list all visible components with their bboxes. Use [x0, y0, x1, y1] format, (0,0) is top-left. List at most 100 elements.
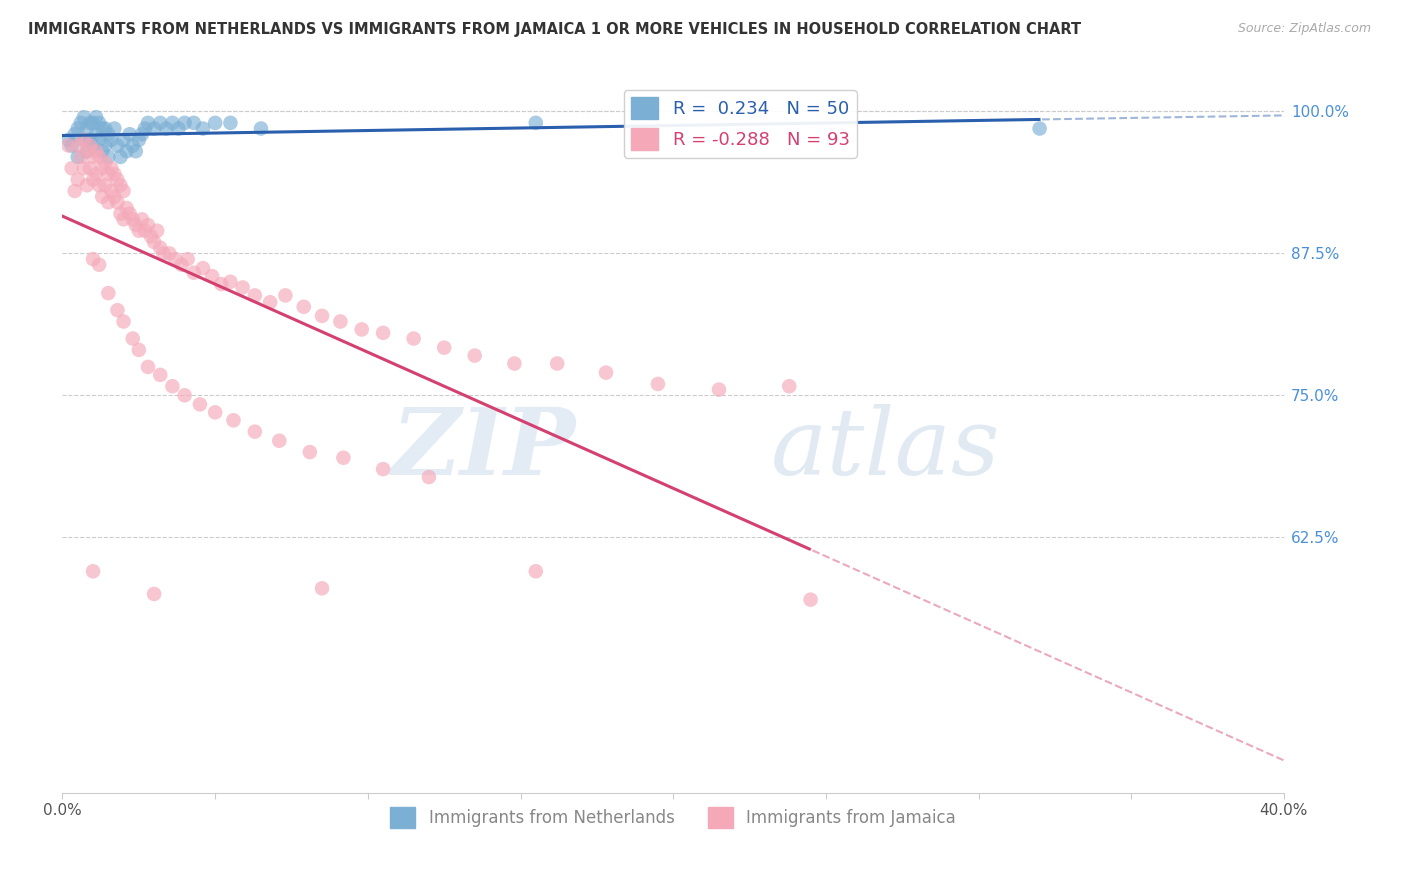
- Point: [332, 450, 354, 465]
- Point: [79, 133, 101, 147]
- Point: [79, 138, 101, 153]
- Point: [107, 172, 129, 186]
- Point: [107, 195, 129, 210]
- Point: [162, 116, 184, 130]
- Point: [82, 150, 104, 164]
- Point: [91, 189, 114, 203]
- Point: [58, 138, 80, 153]
- Point: [58, 133, 80, 147]
- Point: [418, 470, 440, 484]
- Point: [134, 121, 156, 136]
- Point: [73, 110, 96, 124]
- Point: [89, 116, 111, 130]
- Point: [79, 161, 101, 176]
- Point: [118, 127, 141, 141]
- Point: [219, 275, 242, 289]
- Point: [89, 150, 111, 164]
- Point: [94, 121, 117, 136]
- Text: atlas: atlas: [770, 404, 1001, 494]
- Point: [350, 322, 373, 336]
- Point: [162, 379, 184, 393]
- Point: [311, 582, 333, 596]
- Point: [112, 212, 135, 227]
- Point: [84, 167, 107, 181]
- Point: [84, 145, 107, 159]
- Point: [128, 133, 150, 147]
- Point: [89, 178, 111, 193]
- Point: [149, 241, 172, 255]
- Point: [157, 246, 180, 260]
- Point: [66, 172, 89, 186]
- Point: [155, 121, 177, 136]
- Point: [76, 145, 98, 159]
- Point: [464, 349, 486, 363]
- Point: [183, 266, 205, 280]
- Point: [73, 133, 96, 147]
- Point: [79, 116, 101, 130]
- Point: [183, 116, 205, 130]
- Point: [165, 252, 187, 266]
- Point: [73, 161, 96, 176]
- Point: [76, 145, 98, 159]
- Point: [107, 138, 129, 153]
- Point: [131, 127, 153, 141]
- Point: [188, 397, 211, 411]
- Point: [115, 145, 138, 159]
- Point: [329, 314, 352, 328]
- Point: [143, 121, 166, 136]
- Text: IMMIGRANTS FROM NETHERLANDS VS IMMIGRANTS FROM JAMAICA 1 OR MORE VEHICLES IN HOU: IMMIGRANTS FROM NETHERLANDS VS IMMIGRANT…: [28, 22, 1081, 37]
- Point: [546, 357, 568, 371]
- Point: [82, 252, 104, 266]
- Point: [298, 445, 321, 459]
- Point: [73, 133, 96, 147]
- Point: [94, 178, 117, 193]
- Point: [63, 184, 86, 198]
- Point: [136, 218, 159, 232]
- Point: [136, 116, 159, 130]
- Point: [69, 116, 91, 130]
- Point: [91, 145, 114, 159]
- Point: [131, 212, 153, 227]
- Point: [60, 138, 83, 153]
- Point: [110, 178, 132, 193]
- Point: [173, 116, 195, 130]
- Point: [100, 184, 122, 198]
- Point: [243, 288, 266, 302]
- Point: [524, 564, 547, 578]
- Point: [121, 138, 143, 153]
- Point: [292, 300, 315, 314]
- Point: [82, 172, 104, 186]
- Point: [707, 383, 730, 397]
- Point: [82, 564, 104, 578]
- Point: [84, 110, 107, 124]
- Point: [100, 161, 122, 176]
- Point: [82, 116, 104, 130]
- Point: [118, 207, 141, 221]
- Point: [128, 343, 150, 357]
- Point: [191, 261, 214, 276]
- Point: [128, 224, 150, 238]
- Point: [524, 116, 547, 130]
- Point: [94, 155, 117, 169]
- Point: [103, 189, 125, 203]
- Point: [84, 127, 107, 141]
- Point: [76, 121, 98, 136]
- Point: [201, 269, 224, 284]
- Point: [371, 462, 394, 476]
- Point: [66, 121, 89, 136]
- Legend: Immigrants from Netherlands, Immigrants from Jamaica: Immigrants from Netherlands, Immigrants …: [384, 801, 963, 834]
- Point: [173, 388, 195, 402]
- Point: [97, 195, 120, 210]
- Point: [110, 207, 132, 221]
- Point: [259, 295, 281, 310]
- Point: [152, 246, 174, 260]
- Point: [66, 150, 89, 164]
- Point: [232, 280, 254, 294]
- Point: [63, 127, 86, 141]
- Point: [149, 116, 172, 130]
- Point: [112, 314, 135, 328]
- Point: [91, 161, 114, 176]
- Point: [143, 587, 166, 601]
- Point: [167, 121, 190, 136]
- Point: [97, 286, 120, 301]
